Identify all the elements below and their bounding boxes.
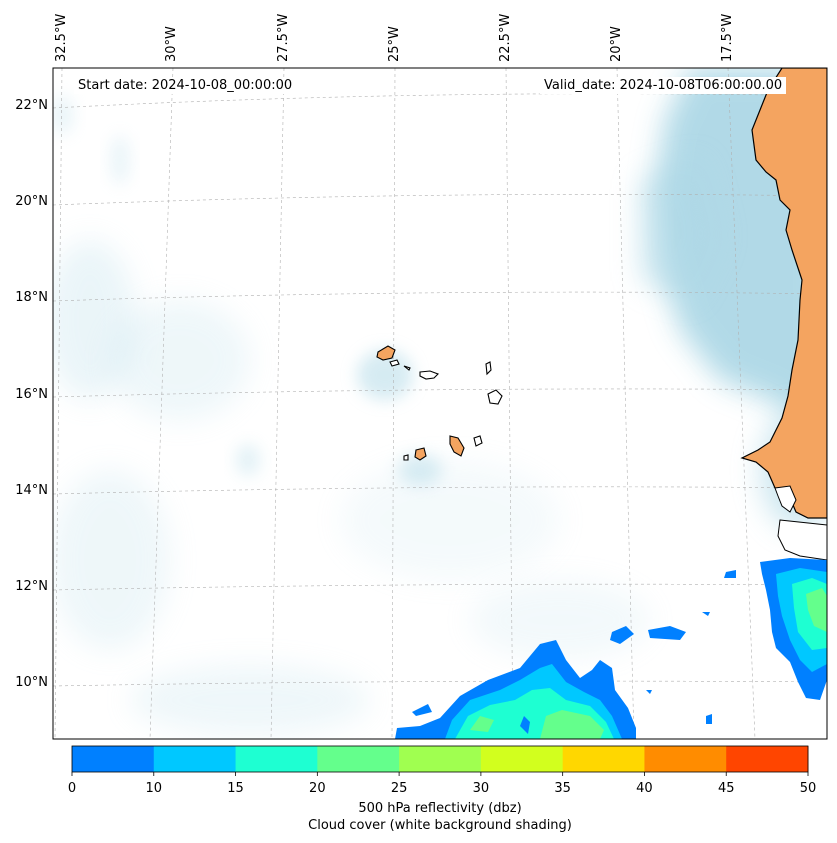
colorbar <box>71 745 809 776</box>
colorbar-frame <box>71 745 809 773</box>
lat-label-22n: 22°N <box>15 98 48 113</box>
lon-label-32.5w: 32.5°W <box>54 13 69 62</box>
africa-land <box>740 68 827 561</box>
colorbar-segment-5 <box>480 746 564 772</box>
colorbar-tick-label-1: 10 <box>145 781 163 796</box>
colorbar-segment-4 <box>399 746 482 772</box>
colorbar-label-cloud-cover: Cloud cover (white background shading) <box>308 818 572 833</box>
start-date-label: Start date: 2024-10-08_00:00:00 <box>74 77 297 94</box>
valid-date-label: Valid_date: 2024-10-08T06:00:00.00 <box>540 77 787 94</box>
colorbar-tick-label-2: 15 <box>227 781 244 796</box>
lat-label-16n: 16°N <box>15 387 48 402</box>
colorbar-tick-label-4: 25 <box>390 781 408 796</box>
colorbar-tick-label-7: 40 <box>636 781 653 796</box>
lat-label-20n: 20°N <box>15 194 48 209</box>
lon-label-25w: 25°W <box>387 26 402 62</box>
colorbar-segment-2 <box>235 746 318 772</box>
lon-label-30w: 30°W <box>164 26 179 62</box>
map-frame <box>52 67 828 740</box>
colorbar-tick-label-9: 50 <box>799 781 817 796</box>
colorbar-segment-3 <box>317 746 400 772</box>
colorbar-segment-7 <box>644 746 727 772</box>
cape-verde-islands <box>376 345 503 461</box>
lat-label-14n: 14°N <box>15 483 48 498</box>
colorbar-segment-0 <box>72 746 155 772</box>
colorbar-tick-label-3: 20 <box>309 781 326 796</box>
colorbar-segment-8 <box>726 746 809 772</box>
lon-label-27.5w: 27.5°W <box>276 13 291 62</box>
lon-label-17.5w: 17.5°W <box>720 13 735 62</box>
graticule <box>53 68 827 739</box>
lat-label-18n: 18°N <box>15 290 48 305</box>
lon-label-22.5w: 22.5°W <box>498 13 513 62</box>
colorbar-segment-6 <box>562 746 645 772</box>
lat-label-10n: 10°N <box>15 675 48 690</box>
colorbar-tick-label-8: 45 <box>717 781 735 796</box>
colorbar-tick-label-0: 0 <box>67 781 77 796</box>
lat-label-12n: 12°N <box>15 579 48 594</box>
colorbar-label-reflectivity: 500 hPa reflectivity (dbz) <box>358 801 522 816</box>
colorbar-tick-label-6: 35 <box>554 781 571 796</box>
reflectivity-field <box>395 558 827 739</box>
colorbar-segment-1 <box>153 746 237 772</box>
colorbar-tick-label-5: 30 <box>472 781 490 796</box>
lon-label-20w: 20°W <box>609 26 624 62</box>
